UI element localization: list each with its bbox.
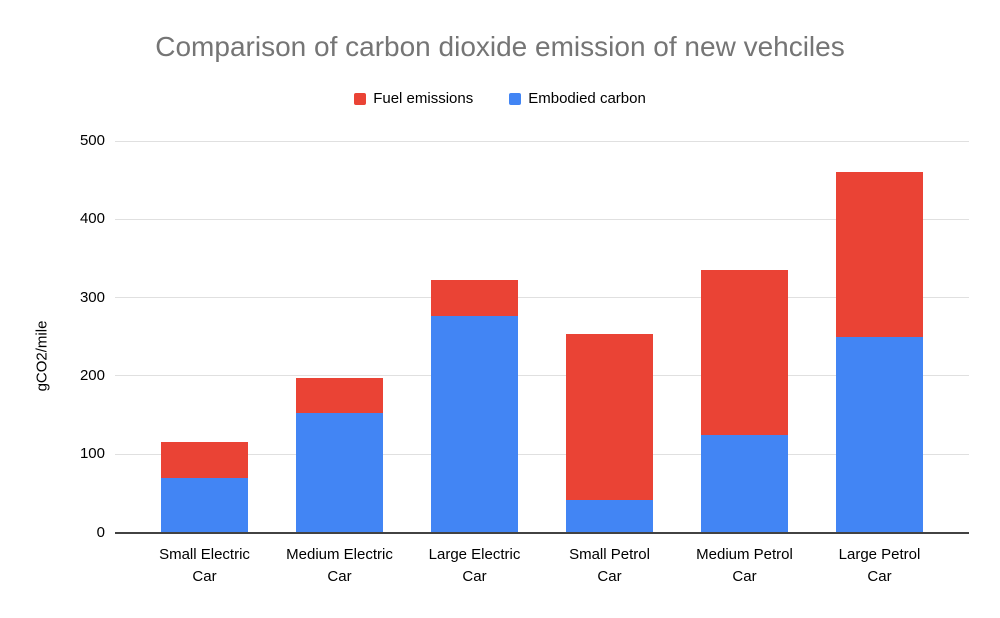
chart-title: Comparison of carbon dioxide emission of… bbox=[155, 31, 845, 62]
y-axis-title: gCO2/mile bbox=[33, 320, 51, 392]
x-axis-label-medium-electric-car: Medium Electric Car bbox=[286, 546, 393, 585]
legend-item-fuel-emissions[interactable]: Fuel emissions bbox=[354, 90, 473, 107]
bar-embodied-carbon-medium-petrol-car[interactable] bbox=[701, 434, 788, 533]
y-axis-tick-label-100: 100 bbox=[79, 445, 105, 463]
gridline-500 bbox=[115, 140, 969, 142]
legend-item-embodied-carbon[interactable]: Embodied carbon bbox=[509, 90, 646, 107]
y-axis-tick-label-400: 400 bbox=[79, 210, 105, 228]
legend-swatch-blue-icon bbox=[509, 92, 522, 105]
y-axis-tick-label-0: 0 bbox=[96, 523, 105, 541]
y-axis-tick-label-500: 500 bbox=[79, 132, 105, 149]
legend-label-embodied-carbon: Embodied carbon bbox=[528, 90, 646, 107]
x-axis-label-medium-petrol-car: Medium Petrol Car bbox=[696, 546, 793, 585]
x-axis-label-small-petrol-car: Small Petrol Car bbox=[569, 546, 650, 585]
legend-label-fuel-emissions: Fuel emissions bbox=[373, 90, 474, 107]
x-axis-label-large-petrol-car: Large Petrol Car bbox=[838, 546, 921, 585]
bar-embodied-carbon-large-petrol-car[interactable] bbox=[836, 336, 923, 533]
bar-fuel-emissions-small-electric-car[interactable] bbox=[161, 442, 248, 478]
gridline-200 bbox=[115, 375, 969, 377]
gridline-300 bbox=[115, 297, 969, 299]
bar-embodied-carbon-large-electric-car[interactable] bbox=[431, 315, 518, 533]
bar-embodied-carbon-small-electric-car[interactable] bbox=[161, 477, 248, 533]
bar-fuel-emissions-medium-electric-car[interactable] bbox=[296, 378, 383, 414]
x-axis-label-large-electric-car: Large Electric Car bbox=[428, 546, 521, 585]
gridline-100 bbox=[115, 453, 969, 455]
bar-fuel-emissions-large-petrol-car[interactable] bbox=[836, 172, 923, 337]
y-axis-tick-label-200: 200 bbox=[79, 366, 105, 384]
x-axis-label-small-electric-car: Small Electric Car bbox=[159, 546, 250, 585]
bar-fuel-emissions-small-petrol-car[interactable] bbox=[566, 334, 653, 500]
gridline-400 bbox=[115, 218, 969, 220]
x-axis-baseline bbox=[115, 531, 969, 534]
bar-embodied-carbon-small-petrol-car[interactable] bbox=[566, 499, 653, 533]
legend: Fuel emissions Embodied carbon bbox=[0, 90, 1000, 107]
legend-swatch-red-icon bbox=[354, 92, 367, 105]
y-axis-tick-label-300: 300 bbox=[79, 288, 105, 306]
bar-embodied-carbon-medium-electric-car[interactable] bbox=[296, 413, 383, 533]
bar-fuel-emissions-large-electric-car[interactable] bbox=[431, 280, 518, 316]
bar-fuel-emissions-medium-petrol-car[interactable] bbox=[701, 270, 788, 435]
